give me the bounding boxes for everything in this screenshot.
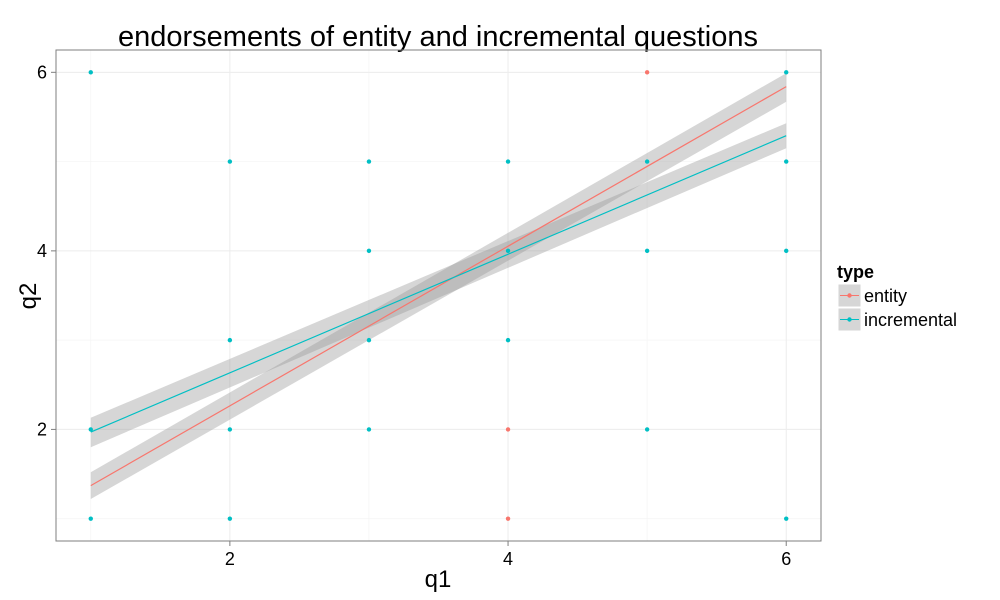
- legend-items: entity incremental: [837, 283, 957, 332]
- data-points: [88, 70, 789, 521]
- data-point-incremental: [366, 427, 372, 432]
- data-point-incremental: [227, 427, 233, 432]
- data-point-incremental: [227, 159, 233, 164]
- confidence-band-incremental: [90, 123, 787, 448]
- x-tick-label: 2: [225, 549, 235, 569]
- x-tick-label: 4: [503, 549, 513, 569]
- legend-key-point-entity: [847, 293, 852, 298]
- data-point-incremental: [784, 70, 789, 75]
- legend-label-entity: entity: [864, 286, 907, 306]
- plot-panel-border: [55, 49, 822, 542]
- data-point-incremental: [784, 159, 789, 164]
- legend-label-incremental: incremental: [864, 310, 957, 330]
- fit-lines: [90, 86, 787, 487]
- data-point-entity: [644, 70, 650, 75]
- x-axis-title: q1: [425, 566, 452, 593]
- y-axis-ticks: 2 4 6: [37, 62, 56, 439]
- x-tick-label: 6: [781, 549, 791, 569]
- data-point-incremental: [784, 516, 789, 521]
- data-point-incremental: [644, 427, 650, 432]
- x-axis-ticks: 2 4 6: [225, 541, 791, 569]
- legend-title: type: [837, 262, 874, 282]
- data-point-entity: [505, 427, 511, 432]
- data-point-incremental: [784, 248, 789, 254]
- fit-line-entity: [90, 86, 787, 487]
- data-point-incremental: [227, 337, 233, 343]
- data-point-incremental: [88, 516, 93, 521]
- data-point-incremental: [505, 248, 511, 254]
- data-point-incremental: [366, 337, 372, 343]
- chart-title: endorsements of entity and incremental q…: [118, 21, 758, 53]
- data-point-incremental: [644, 159, 650, 164]
- grid-lines: [56, 50, 821, 541]
- fit-line-incremental: [90, 135, 787, 433]
- legend-key-point-incremental: [847, 317, 852, 322]
- data-point-incremental: [366, 248, 372, 254]
- y-tick-label: 6: [37, 62, 47, 82]
- data-point-incremental: [505, 337, 511, 343]
- y-tick-label: 2: [37, 419, 47, 439]
- data-point-incremental: [227, 516, 233, 521]
- data-point-entity: [505, 516, 511, 521]
- data-point-incremental: [366, 159, 372, 164]
- y-tick-label: 4: [37, 241, 47, 261]
- data-point-incremental: [88, 70, 93, 75]
- y-axis-title: q2: [15, 283, 42, 310]
- data-point-incremental: [88, 427, 93, 432]
- legend: type entity incremental: [837, 262, 957, 332]
- data-point-incremental: [644, 248, 650, 254]
- data-point-incremental: [505, 159, 511, 164]
